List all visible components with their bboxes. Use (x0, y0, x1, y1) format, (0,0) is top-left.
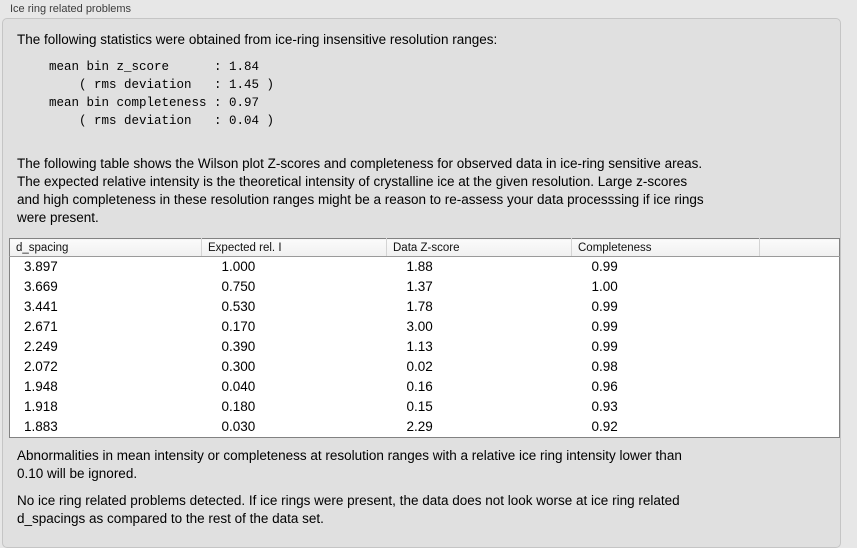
ice-ring-table: d_spacing Expected rel. I Data Z-score C… (9, 238, 840, 438)
cell-data-z-score: 0.02 (406, 359, 433, 374)
table-row[interactable]: 1.948 0.040 0.16 0.96 (10, 377, 840, 397)
table-row[interactable]: 3.669 0.750 1.37 1.00 (10, 277, 840, 297)
table-description-text: The following table shows the Wilson plo… (17, 156, 704, 225)
cell-empty (760, 257, 840, 278)
cell-expected-rel-i: 0.530 (221, 299, 256, 314)
cell-data-z-score: 1.13 (406, 339, 433, 354)
cell-empty (760, 277, 840, 297)
cell-data-z-score: 3.00 (406, 319, 433, 334)
column-header-empty (759, 238, 840, 257)
cell-completeness: 0.96 (591, 379, 618, 394)
cell-d-spacing: 1.883 (24, 419, 58, 434)
cell-empty (760, 297, 840, 317)
cell-expected-rel-i: 0.030 (221, 419, 256, 434)
column-header-expected-rel-i[interactable]: Expected rel. I (201, 238, 387, 257)
cell-empty (760, 337, 840, 357)
cell-d-spacing: 1.918 (24, 399, 58, 414)
cell-d-spacing: 2.671 (24, 319, 58, 334)
cell-expected-rel-i: 0.180 (221, 399, 256, 414)
cell-completeness: 0.92 (591, 419, 618, 434)
cell-completeness: 0.93 (591, 399, 618, 414)
table-row[interactable]: 1.883 0.030 2.29 0.92 (10, 417, 840, 438)
cell-data-z-score: 1.78 (406, 299, 433, 314)
cell-completeness: 1.00 (591, 279, 618, 294)
cell-expected-rel-i: 0.300 (221, 359, 256, 374)
ice-ring-panel: The following statistics were obtained f… (2, 18, 841, 548)
panel-title: Ice ring related problems (10, 3, 132, 15)
table-row[interactable]: 2.249 0.390 1.13 0.99 (10, 337, 840, 357)
cell-data-z-score: 1.37 (406, 279, 433, 294)
statistics-values-block: mean bin z_score : 1.84 ( rms deviation … (49, 60, 275, 128)
table-row[interactable]: 3.897 1.000 1.88 0.99 (10, 257, 840, 278)
cell-expected-rel-i: 0.390 (221, 339, 256, 354)
cell-completeness: 0.99 (591, 339, 618, 354)
statistics-intro-text: The following statistics were obtained f… (17, 32, 498, 47)
cell-data-z-score: 2.29 (406, 419, 433, 434)
cell-completeness: 0.99 (591, 259, 618, 274)
cell-completeness: 0.99 (591, 319, 618, 334)
column-header-completeness[interactable]: Completeness (571, 238, 760, 257)
cell-d-spacing: 2.249 (24, 339, 58, 354)
cell-empty (760, 357, 840, 377)
cell-completeness: 0.99 (591, 299, 618, 314)
cell-empty (760, 397, 840, 417)
table-row[interactable]: 2.072 0.300 0.02 0.98 (10, 357, 840, 377)
cell-d-spacing: 2.072 (24, 359, 58, 374)
cell-expected-rel-i: 0.750 (221, 279, 256, 294)
table-row[interactable]: 1.918 0.180 0.15 0.93 (10, 397, 840, 417)
column-header-data-z-score[interactable]: Data Z-score (386, 238, 572, 257)
table-body: 3.897 1.000 1.88 0.99 3.669 0.750 1.37 1.00 3.44… (10, 257, 840, 438)
cell-expected-rel-i: 1.000 (221, 259, 256, 274)
ice-ring-table-container[interactable]: d_spacing Expected rel. I Data Z-score C… (9, 238, 840, 438)
cell-data-z-score: 0.16 (406, 379, 433, 394)
cell-d-spacing: 3.669 (24, 279, 58, 294)
table-row[interactable]: 2.671 0.170 3.00 0.99 (10, 317, 840, 337)
cell-empty (760, 417, 840, 438)
cell-expected-rel-i: 0.040 (221, 379, 256, 394)
cell-data-z-score: 1.88 (406, 259, 433, 274)
cell-d-spacing: 1.948 (24, 379, 58, 394)
table-row[interactable]: 3.441 0.530 1.78 0.99 (10, 297, 840, 317)
table-header-row: d_spacing Expected rel. I Data Z-score C… (9, 238, 840, 257)
cell-d-spacing: 3.897 (24, 259, 58, 274)
cell-expected-rel-i: 0.170 (221, 319, 256, 334)
cell-empty (760, 377, 840, 397)
column-header-d-spacing[interactable]: d_spacing (9, 238, 202, 257)
cell-empty (760, 317, 840, 337)
ignore-threshold-note-text: Abnormalities in mean intensity or compl… (17, 448, 682, 481)
cell-completeness: 0.98 (591, 359, 618, 374)
cell-data-z-score: 0.15 (406, 399, 433, 414)
cell-d-spacing: 3.441 (24, 299, 58, 314)
conclusion-text: No ice ring related problems detected. I… (17, 493, 680, 526)
